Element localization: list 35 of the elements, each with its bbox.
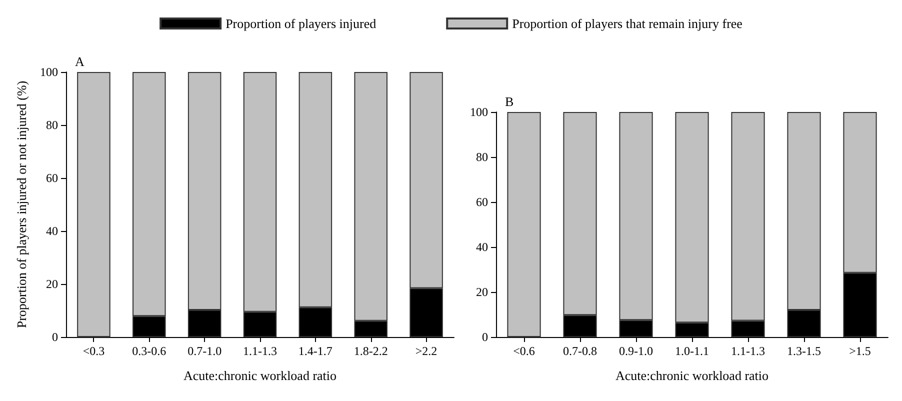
x-tick-label: 1.1-1.3 xyxy=(243,344,277,358)
x-tick-label: 0.7-1.0 xyxy=(188,344,222,358)
y-axis-title: Proportion of players injured or not injured (%) xyxy=(14,80,29,328)
x-tick-label: >2.2 xyxy=(415,344,438,358)
x-tick-label: 1.1-1.3 xyxy=(731,344,765,358)
x-tick-label: 1.4-1.7 xyxy=(298,344,332,358)
y-tick-label: 60 xyxy=(46,171,58,185)
y-tick-label: 80 xyxy=(46,118,58,132)
x-tick-label: 1.8-2.2 xyxy=(354,344,388,358)
y-tick-label: 60 xyxy=(476,195,488,209)
bar xyxy=(77,72,110,337)
y-tick-label: 20 xyxy=(476,285,488,299)
y-tick-label: 20 xyxy=(46,277,58,291)
x-tick-label: <0.6 xyxy=(513,344,535,358)
chart-title: A xyxy=(75,54,85,69)
x-tick-label: 0.3-0.6 xyxy=(132,344,166,358)
x-axis-title: Acute:chronic workload ratio xyxy=(183,368,337,383)
x-tick-label: 1.0-1.1 xyxy=(675,344,709,358)
x-axis-title: Acute:chronic workload ratio xyxy=(615,368,769,383)
x-tick-label: 0.7-0.8 xyxy=(563,344,597,358)
y-tick-label: 0 xyxy=(482,330,488,344)
y-tick-label: 100 xyxy=(40,65,58,79)
legend-label: Proportion of players that remain injury free xyxy=(512,16,743,31)
y-tick-label: 80 xyxy=(476,150,488,164)
x-tick-label: 0.9-1.0 xyxy=(619,344,653,358)
y-tick-label: 0 xyxy=(52,330,58,344)
chart-title: B xyxy=(505,94,514,109)
legend-label: Proportion of players injured xyxy=(226,16,377,31)
x-tick-label: 1.3-1.5 xyxy=(787,344,821,358)
y-tick-label: 40 xyxy=(476,240,488,254)
bar xyxy=(507,112,541,337)
x-tick-label: >1.5 xyxy=(849,344,871,358)
y-tick-label: 100 xyxy=(470,105,488,119)
y-tick-label: 40 xyxy=(46,224,58,238)
x-tick-label: <0.3 xyxy=(82,344,105,358)
